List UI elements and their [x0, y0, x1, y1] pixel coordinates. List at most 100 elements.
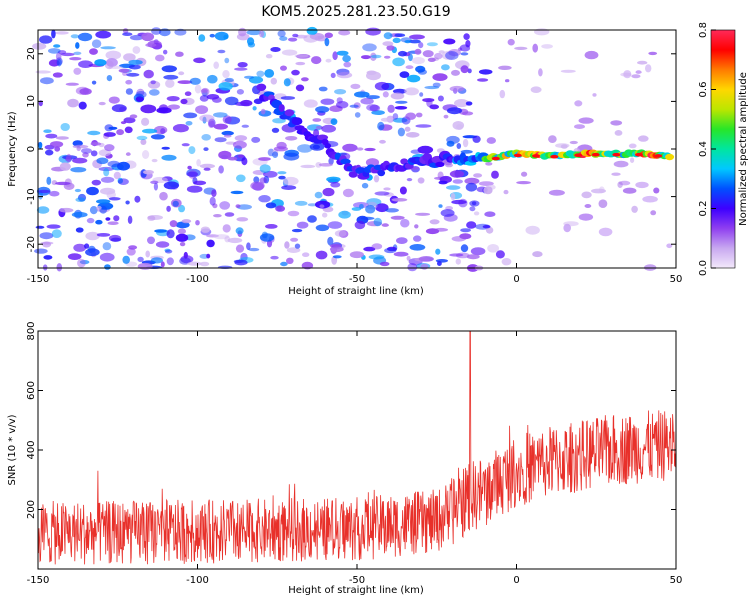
spectrogram-cell	[381, 223, 389, 227]
spectrogram-cell	[117, 161, 130, 171]
spectrogram-cell	[223, 134, 232, 138]
spectrogram-cell	[371, 243, 383, 250]
x-tick-label: -150	[27, 274, 50, 285]
spectrogram-cell	[178, 204, 186, 213]
spectrogram-cell	[195, 105, 209, 114]
spectrogram-cell	[60, 123, 70, 131]
spectrogram-cell	[50, 141, 64, 148]
spectrogram-cell	[319, 204, 325, 208]
spectrogram-cell	[516, 181, 531, 185]
spectrogram-cell	[458, 198, 468, 208]
spectrogram-cell	[154, 229, 168, 233]
spectrogram-cell	[369, 104, 381, 112]
spectrogram-cell	[259, 164, 271, 174]
spectrogram-cell	[148, 89, 160, 96]
spectrogram-cell	[147, 215, 156, 221]
x-tick-label: -50	[349, 274, 365, 285]
spectrogram-cell	[407, 263, 418, 272]
spectrogram-cell	[420, 263, 429, 270]
spectrogram-cell	[460, 244, 469, 253]
spectrogram-cell	[125, 79, 133, 85]
spectrogram-cell	[236, 174, 246, 183]
spectrogram-cell	[186, 185, 203, 193]
spectrogram-cell	[73, 67, 82, 75]
spectrogram-cell	[125, 88, 133, 95]
spectrogram-cell	[295, 84, 305, 92]
spectrogram-cell	[51, 29, 56, 39]
spectrogram-cell	[541, 44, 553, 49]
spectrogram-cell	[136, 135, 148, 141]
spectrogram-cell	[336, 97, 343, 104]
spectrogram-cell	[234, 259, 248, 266]
spectrogram-cell	[330, 118, 338, 125]
spectrogram-cell	[137, 256, 144, 263]
spectrogram-cell	[368, 254, 385, 260]
spectrogram-cell	[280, 96, 296, 100]
spectrogram-cell	[336, 71, 353, 79]
spectrogram-cell	[55, 136, 69, 140]
spectrogram-cell	[69, 57, 82, 61]
spectrogram-cell	[187, 261, 203, 266]
spectrogram-cell	[78, 32, 93, 42]
spectrogram-cell	[201, 88, 209, 93]
spectrogram-cell	[132, 46, 141, 54]
spectrogram-cell	[390, 92, 405, 100]
y-tick-label: -10	[26, 188, 37, 204]
spectrogram-cell	[59, 207, 74, 213]
spectrogram-cell	[487, 244, 499, 253]
spectrogram-cell	[206, 234, 219, 238]
spectrogram-cell	[653, 187, 660, 194]
spectrogram-cell	[650, 210, 657, 216]
spectrogram-cell	[623, 70, 632, 79]
spectrogram-cell	[135, 91, 147, 98]
spectrogram-cell	[297, 144, 313, 153]
spectrogram-cell	[186, 168, 201, 178]
spectrogram-cell	[95, 219, 103, 225]
spectrogram-cell	[645, 64, 652, 73]
spectrogram-cell	[86, 186, 99, 196]
spectrogram-cell	[194, 84, 202, 94]
spectrogram-cell	[73, 243, 87, 252]
spectrogram-cell	[241, 157, 248, 166]
spectrogram-cell	[666, 243, 673, 249]
spectrogram-cell	[417, 145, 434, 154]
spectrogram-cell	[55, 181, 71, 186]
spectrogram-cell	[599, 186, 605, 194]
signal-peak	[532, 154, 541, 158]
spectrogram-cell	[405, 65, 414, 70]
spectrogram-cell	[382, 41, 394, 47]
spectrogram-cell	[383, 32, 393, 40]
spectrogram-cell	[55, 52, 62, 61]
spectrogram-cell	[419, 92, 424, 97]
spectrogram-cell	[38, 190, 43, 200]
spectrogram-cell	[140, 104, 157, 114]
spectrogram-cell	[427, 57, 436, 62]
spectrogram-cell	[315, 106, 330, 113]
spectrogram-cell	[95, 30, 112, 39]
spectrogram-cell	[315, 224, 330, 232]
spectrogram-cell	[51, 229, 62, 239]
colorbar-label: Normalized spectral amplitude	[738, 72, 749, 226]
spectrogram-cell	[472, 135, 481, 143]
spectrogram-cell	[172, 200, 179, 207]
spectrogram-cell	[256, 70, 265, 78]
spectrogram-cell	[203, 147, 209, 152]
spectrogram-cell	[429, 104, 440, 110]
spectrogram-cell	[349, 104, 359, 108]
spectrogram-cell	[422, 50, 434, 58]
spectrogram-cell	[386, 45, 395, 51]
spectrogram-cell	[213, 214, 222, 218]
spectrogram-cell	[234, 135, 248, 142]
spectrogram-cell	[199, 95, 209, 102]
spectrogram-cell	[478, 181, 494, 187]
spectrogram-cell	[147, 236, 155, 245]
spectrogram-cell	[151, 27, 162, 35]
spectrogram-cell	[100, 176, 115, 183]
spectrogram-cell	[380, 117, 392, 122]
spectrogram-cell	[366, 198, 382, 207]
spectrogram-cell	[91, 179, 102, 186]
spectrogram-cell	[499, 89, 506, 99]
spectrogram-cell	[338, 29, 351, 36]
spectrogram-cell	[163, 181, 180, 190]
spectrogram-cell	[159, 191, 168, 201]
